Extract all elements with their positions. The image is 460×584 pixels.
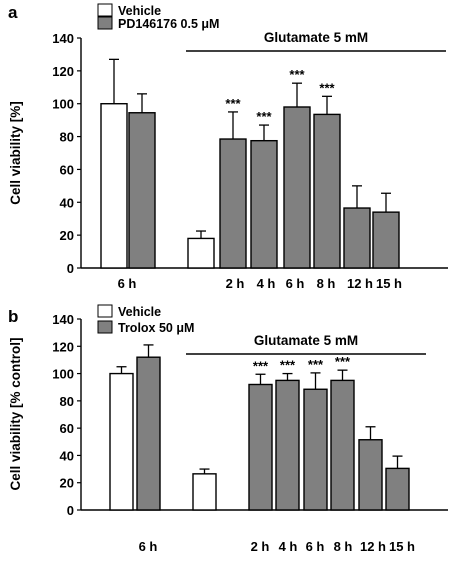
bar bbox=[248, 383, 273, 511]
significance-marker: *** bbox=[280, 358, 296, 373]
bar bbox=[128, 112, 156, 269]
panel-label: a bbox=[8, 3, 18, 22]
legend-swatch bbox=[97, 3, 113, 17]
legend-swatch bbox=[97, 16, 113, 30]
significance-marker: *** bbox=[253, 358, 269, 373]
significance-marker: *** bbox=[289, 67, 305, 82]
bar bbox=[100, 103, 128, 269]
legend-label: PD146176 0.5 μM bbox=[118, 17, 219, 31]
x-tick-label: 6 h bbox=[118, 276, 137, 291]
y-tick-label: 0 bbox=[67, 261, 74, 276]
bar bbox=[385, 467, 410, 511]
y-tick-label: 80 bbox=[60, 130, 74, 145]
x-tick-label: 2 h bbox=[251, 539, 270, 554]
legend-label: Vehicle bbox=[118, 305, 161, 319]
bar bbox=[109, 372, 134, 511]
bar bbox=[330, 379, 355, 511]
bar bbox=[192, 473, 217, 511]
significance-marker: *** bbox=[256, 109, 272, 124]
bar bbox=[250, 139, 278, 269]
bar bbox=[275, 379, 300, 511]
x-tick-label: 15 h bbox=[389, 539, 415, 554]
x-tick-label: 15 h bbox=[376, 276, 402, 291]
y-tick-label: 20 bbox=[60, 228, 74, 243]
x-tick-label: 6 h bbox=[286, 276, 305, 291]
significance-marker: *** bbox=[225, 96, 241, 111]
treatment-bracket-label: Glutamate 5 mM bbox=[254, 333, 358, 348]
y-tick-label: 60 bbox=[60, 162, 74, 177]
significance-marker: *** bbox=[335, 354, 351, 369]
bar bbox=[136, 356, 161, 511]
y-axis-title: Cell viability [% control] bbox=[8, 337, 23, 490]
x-tick-label: 4 h bbox=[257, 276, 276, 291]
significance-marker: *** bbox=[319, 80, 335, 95]
bar bbox=[343, 207, 371, 269]
x-tick-label: 2 h bbox=[226, 276, 245, 291]
x-tick-label: 8 h bbox=[334, 539, 353, 554]
y-tick-label: 20 bbox=[60, 476, 74, 491]
x-tick-label: 12 h bbox=[360, 539, 386, 554]
y-tick-label: 40 bbox=[60, 195, 74, 210]
bar bbox=[187, 237, 215, 269]
bar bbox=[219, 138, 247, 269]
x-tick-label: 6 h bbox=[306, 539, 325, 554]
x-tick-label: 12 h bbox=[347, 276, 373, 291]
y-tick-label: 80 bbox=[60, 394, 74, 409]
bar bbox=[313, 113, 341, 269]
y-tick-label: 120 bbox=[52, 64, 74, 79]
bar bbox=[358, 439, 383, 511]
legend-swatch bbox=[97, 320, 113, 334]
y-tick-label: 100 bbox=[52, 367, 74, 382]
legend-swatch bbox=[97, 304, 113, 318]
y-tick-label: 100 bbox=[52, 97, 74, 112]
bar bbox=[372, 211, 400, 269]
legend-label: Vehicle bbox=[118, 4, 161, 18]
panel-label: b bbox=[8, 307, 18, 326]
y-tick-label: 140 bbox=[52, 31, 74, 46]
bar bbox=[303, 388, 328, 511]
significance-marker: *** bbox=[308, 357, 324, 372]
y-tick-label: 140 bbox=[52, 312, 74, 327]
x-tick-label: 8 h bbox=[317, 276, 336, 291]
y-tick-label: 120 bbox=[52, 339, 74, 354]
chart-panel-b: b Vehicle Trolox 50 μM Glutamate 5 mM Cell v… bbox=[8, 304, 448, 554]
x-tick-label: 4 h bbox=[279, 539, 298, 554]
y-tick-label: 60 bbox=[60, 421, 74, 436]
bar bbox=[283, 106, 311, 269]
x-tick-label: 6 h bbox=[139, 539, 158, 554]
legend-label: Trolox 50 μM bbox=[118, 321, 194, 335]
y-tick-label: 40 bbox=[60, 448, 74, 463]
y-tick-label: 0 bbox=[67, 503, 74, 518]
treatment-bracket-label: Glutamate 5 mM bbox=[264, 30, 368, 45]
y-axis-title: Cell viability [%] bbox=[8, 101, 23, 205]
